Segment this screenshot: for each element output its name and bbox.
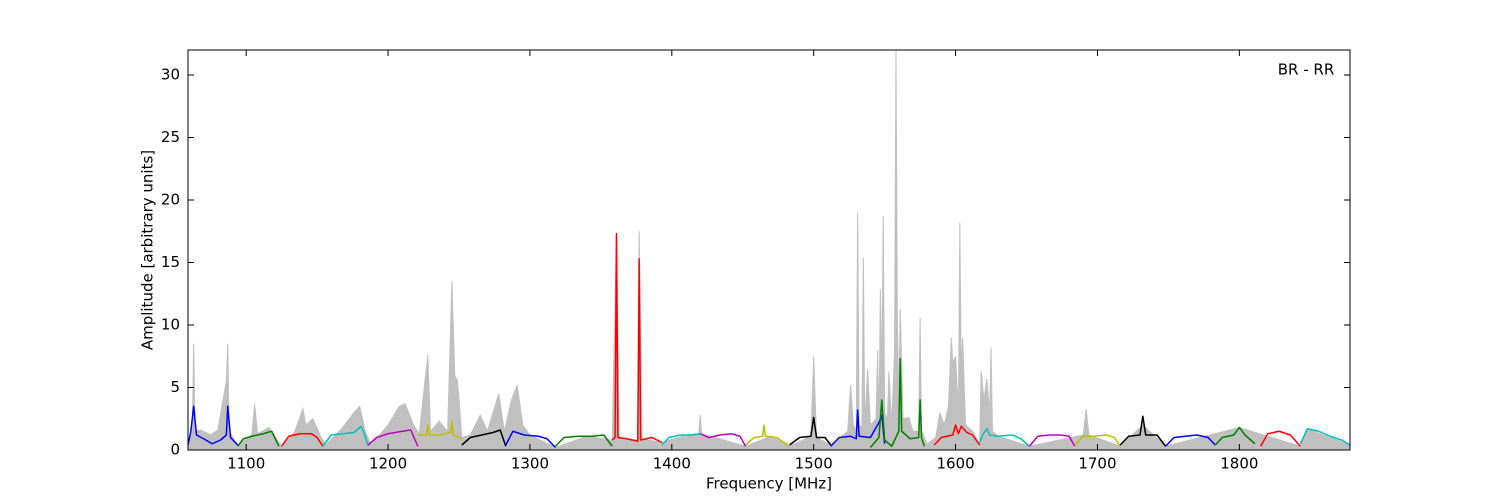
y-tick-label: 0	[170, 441, 180, 459]
y-tick-label: 15	[161, 253, 180, 271]
series-line	[699, 433, 747, 447]
series-line	[1259, 430, 1301, 447]
series-line	[554, 434, 613, 447]
series-line	[417, 420, 463, 440]
series-line	[611, 233, 663, 444]
x-tick-label: 1300	[511, 455, 549, 473]
series-line	[367, 429, 419, 447]
series-line	[188, 405, 239, 446]
series-line	[661, 433, 701, 446]
y-axis-label: Amplitude [arbitrary units]	[139, 150, 157, 350]
series-line	[322, 425, 369, 447]
series-line	[505, 430, 557, 449]
series-line	[281, 433, 324, 447]
series-line	[978, 428, 1030, 447]
x-tick-label: 1800	[1220, 455, 1258, 473]
plot-frame	[187, 49, 1351, 451]
background-spectrum	[188, 50, 1350, 450]
annotation: BR - RR	[1278, 61, 1335, 79]
series-line	[933, 424, 981, 446]
x-tick-label: 1400	[653, 455, 691, 473]
series-line	[745, 424, 790, 447]
y-tick-label: 10	[161, 316, 180, 334]
x-axis-label: Frequency [MHz]	[706, 475, 832, 493]
x-tick-label: 1500	[795, 455, 833, 473]
x-tick-label: 1700	[1078, 455, 1116, 473]
series-line	[1119, 415, 1167, 447]
plot-area	[188, 50, 1350, 450]
series-line	[1074, 434, 1121, 447]
y-tick-label: 20	[161, 191, 180, 209]
y-tick-label: 30	[161, 66, 180, 84]
series-line	[461, 429, 507, 447]
x-tick-label: 1100	[227, 455, 265, 473]
y-tick-label: 5	[170, 378, 180, 396]
series-line	[1028, 434, 1076, 447]
x-tick-label: 1200	[369, 455, 407, 473]
series-line	[869, 358, 926, 448]
y-tick-label: 25	[161, 128, 180, 146]
series-line	[1214, 426, 1256, 446]
series-line	[1299, 428, 1350, 446]
series-line	[1165, 434, 1216, 447]
x-tick-label: 1600	[936, 455, 974, 473]
series-line	[237, 430, 280, 447]
series-line	[789, 416, 832, 446]
